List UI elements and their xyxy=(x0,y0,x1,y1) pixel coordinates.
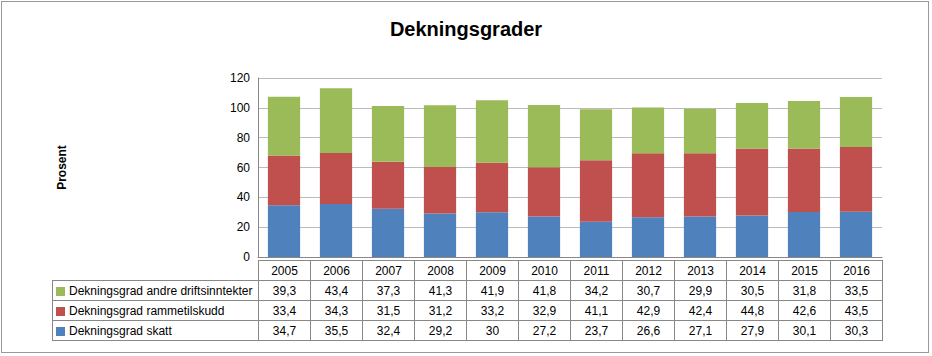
html-text:2013: 2013 xyxy=(687,263,714,278)
html-text:26,6: 26,6 xyxy=(636,323,661,338)
html-text:30,7: 30,7 xyxy=(636,283,661,298)
svg-text:60: 60 xyxy=(237,161,251,175)
html-text:Dekningsgrad skatt: Dekningsgrad skatt xyxy=(69,323,172,338)
html-text:33,2: 33,2 xyxy=(480,303,505,318)
html-text:30,3: 30,3 xyxy=(844,323,869,338)
html-text:23,7: 23,7 xyxy=(584,323,609,338)
html-text:Dekningsgrad rammetilskudd: Dekningsgrad rammetilskudd xyxy=(69,303,225,318)
html-text:42,9: 42,9 xyxy=(636,303,661,318)
html-text:27,1: 27,1 xyxy=(688,323,713,338)
html-text:2010: 2010 xyxy=(531,263,558,278)
html-text:2015: 2015 xyxy=(791,263,818,278)
html-text:2012: 2012 xyxy=(635,263,662,278)
html-text:33,5: 33,5 xyxy=(844,283,869,298)
html-text:41,1: 41,1 xyxy=(584,303,609,318)
svg-text:0: 0 xyxy=(243,250,250,264)
html-text:34,3: 34,3 xyxy=(324,303,349,318)
html-text:30,5: 30,5 xyxy=(740,283,765,298)
html-text:2006: 2006 xyxy=(323,263,350,278)
svg-text:120: 120 xyxy=(230,71,250,85)
html-text:2014: 2014 xyxy=(739,263,766,278)
svg-text:Dekningsgrader: Dekningsgrader xyxy=(390,18,542,40)
svg-text:80: 80 xyxy=(237,131,251,145)
html-text:2016: 2016 xyxy=(843,263,870,278)
html-text:2007: 2007 xyxy=(375,263,402,278)
html-text:31,5: 31,5 xyxy=(376,303,401,318)
html-text:41,8: 41,8 xyxy=(532,283,557,298)
html-text:29,2: 29,2 xyxy=(428,323,453,338)
html-text:30,1: 30,1 xyxy=(792,323,817,338)
svg-text:Prosent: Prosent xyxy=(55,145,69,190)
html-text:44,8: 44,8 xyxy=(740,303,765,318)
html-text:2009: 2009 xyxy=(479,263,506,278)
html-text:34,2: 34,2 xyxy=(584,283,609,298)
html-text:30: 30 xyxy=(485,323,500,338)
html-text:39,3: 39,3 xyxy=(272,283,297,298)
svg-text:100: 100 xyxy=(230,101,250,115)
html-text:Dekningsgrad andre driftsinnte: Dekningsgrad andre driftsinntekter xyxy=(69,283,253,298)
html-text:34,7: 34,7 xyxy=(272,323,297,338)
html-text:42,6: 42,6 xyxy=(792,303,817,318)
html-text:43,4: 43,4 xyxy=(324,283,349,298)
html-text:27,9: 27,9 xyxy=(740,323,765,338)
html-text:35,5: 35,5 xyxy=(324,323,349,338)
html-text:32,9: 32,9 xyxy=(532,303,557,318)
html-text:2008: 2008 xyxy=(427,263,454,278)
html-text:42,4: 42,4 xyxy=(688,303,713,318)
html-text:32,4: 32,4 xyxy=(376,323,401,338)
html-text:29,9: 29,9 xyxy=(688,283,713,298)
html-text:31,8: 31,8 xyxy=(792,283,817,298)
html-text:2005: 2005 xyxy=(271,263,298,278)
html-text:2011: 2011 xyxy=(583,263,610,278)
html-text:41,9: 41,9 xyxy=(480,283,505,298)
html-text:43,5: 43,5 xyxy=(844,303,869,318)
html-text:31,2: 31,2 xyxy=(428,303,453,318)
html-text:37,3: 37,3 xyxy=(376,283,401,298)
html-text:27,2: 27,2 xyxy=(532,323,557,338)
html-text:33,4: 33,4 xyxy=(272,303,297,318)
html-text:41,3: 41,3 xyxy=(428,283,453,298)
svg-text:40: 40 xyxy=(237,190,251,204)
svg-text:20: 20 xyxy=(237,220,251,234)
